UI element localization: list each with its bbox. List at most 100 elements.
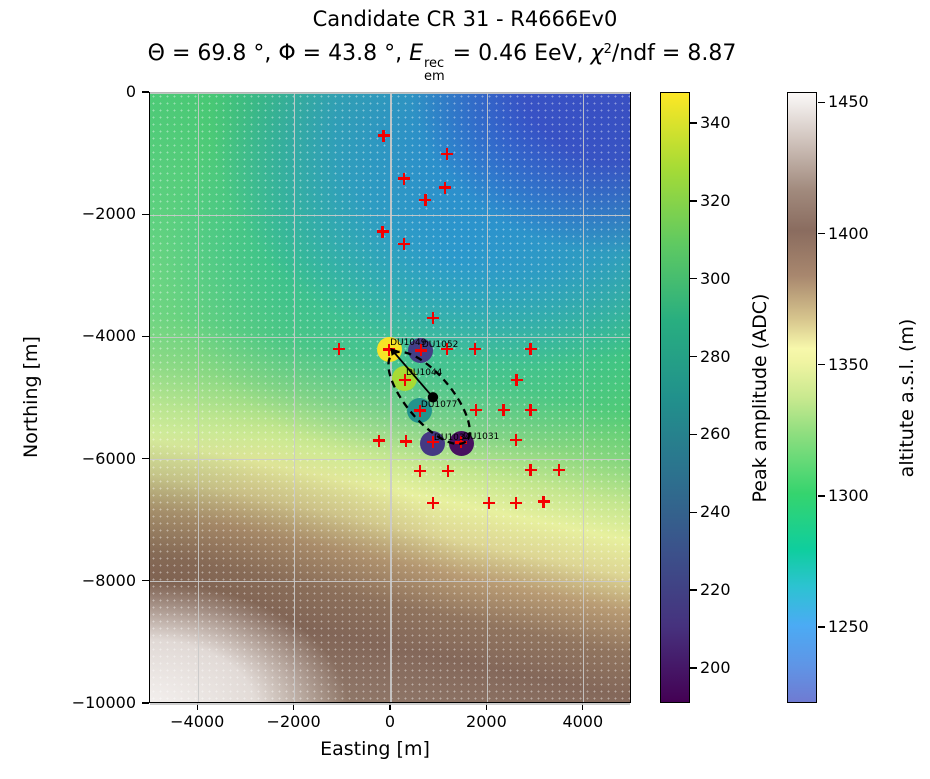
chi-value: /ndf = 8.87 (611, 41, 737, 66)
colorbar-altitude-tick-label: 1250 (828, 616, 869, 636)
gridline-horizontal (150, 703, 630, 705)
shower-axis-arrowhead (390, 347, 399, 357)
station-cross-marker (509, 496, 522, 509)
phi-value: Φ = 43.8 (278, 41, 378, 66)
shower-overlay (387, 347, 471, 446)
theta-degree: °, (246, 41, 279, 66)
du-label: DU1077 (420, 399, 458, 410)
y-tick-mark (142, 335, 149, 338)
station-cross-marker (332, 343, 345, 355)
x-tick-mark (485, 703, 488, 710)
gridline-vertical (390, 93, 392, 702)
y-tick-mark (142, 702, 149, 704)
y-tick-label: 0 (125, 82, 136, 101)
du-label: DU1052 (421, 339, 459, 350)
array-dot-grid (150, 93, 630, 702)
station-cross-marker (426, 496, 439, 509)
colorbar-altitude-tick-mark (818, 232, 825, 235)
x-tick-label: 0 (384, 712, 396, 731)
y-tick-label: −2000 (81, 204, 136, 224)
du-label: DU1049 (390, 338, 427, 348)
colorbar-altitude-label: altitute a.s.l. (m) (896, 318, 918, 478)
station-cross-marker (440, 148, 453, 161)
gridline-horizontal (150, 459, 630, 461)
colorbar-altitude-tick-mark (818, 495, 825, 497)
colorbar-amplitude-tick-mark (690, 589, 697, 591)
energy-superscript: rec (424, 55, 445, 71)
x-tick-label: 4000 (562, 712, 604, 731)
station-cross-marker (419, 193, 432, 206)
station-cross-marker (482, 496, 495, 509)
y-tick-mark (142, 213, 149, 215)
x-axis-label: Easting [m] (320, 738, 430, 760)
gridline-vertical (197, 93, 199, 702)
station-cross-marker (377, 129, 390, 142)
station-cross-marker (553, 463, 566, 476)
plot-title: Candidate CR 31 - R4666Ev0 (312, 7, 618, 31)
colorbar-altitude-tick-label: 1450 (828, 92, 869, 112)
chi-symbol: χ (590, 41, 604, 66)
colorbar-amplitude-tick-mark (690, 355, 697, 358)
x-tick-mark (389, 703, 391, 710)
station-cross-marker (372, 434, 385, 447)
station-cross-marker (398, 237, 410, 250)
colorbar-amplitude-tick-label: 340 (700, 113, 731, 133)
gridline-horizontal (150, 214, 630, 216)
footprint-ellipse (387, 350, 471, 446)
colorbar-amplitude-tick-mark (690, 667, 697, 669)
station-cross-marker (497, 404, 510, 417)
y-tick-label: −6000 (81, 448, 136, 468)
station-cross-marker (454, 436, 467, 449)
colorbar-amplitude-tick-mark (690, 433, 697, 436)
colorbar-amplitude-tick-label: 320 (700, 190, 731, 210)
station-cross-marker (469, 404, 482, 417)
phi-degree: °, (377, 41, 410, 66)
station-cross-marker (413, 404, 426, 417)
station-cross-marker (413, 465, 426, 478)
x-tick-label: −2000 (266, 712, 321, 731)
energy-subscript: em (424, 69, 445, 85)
du-label: DU1044 (405, 367, 443, 378)
gridline-horizontal (150, 92, 630, 94)
station-cross-marker (376, 225, 389, 238)
station-cross-marker (524, 404, 537, 417)
du-label: DU1034 (433, 432, 471, 443)
station-cross-marker (537, 495, 550, 508)
colorbar-amplitude-tick-mark (690, 200, 697, 202)
station-cross-marker (510, 374, 523, 387)
colorbar-amplitude-label: Peak amplitude (ADC) (749, 293, 771, 503)
station-cross-marker (398, 172, 410, 185)
y-axis-label: Northing [m] (20, 336, 42, 458)
y-tick-label: −8000 (81, 570, 136, 590)
station-cross-marker (426, 311, 439, 324)
energy-supsub: rec em (424, 55, 445, 85)
gridline-horizontal (150, 581, 630, 583)
y-tick-label: −10000 (71, 693, 136, 712)
station-cross-marker (414, 344, 427, 357)
colorbar-altitude-tick-mark (818, 101, 825, 104)
gridline-vertical (486, 93, 488, 702)
station-cross-marker (440, 343, 453, 355)
chi-exponent: 2 (603, 41, 612, 57)
station-cross-marker (399, 435, 412, 448)
colorbar-altitude-tick-label: 1350 (828, 354, 869, 374)
colorbar-altitude-tick-mark (818, 364, 825, 366)
x-tick-label: 2000 (466, 712, 507, 731)
y-tick-label: −4000 (81, 326, 136, 346)
station-cross-marker (438, 181, 451, 194)
y-tick-mark (142, 91, 149, 93)
colorbar-amplitude-tick-label: 300 (700, 268, 731, 288)
theta-value: Θ = 69.8 (147, 41, 247, 66)
shower-core-dot (427, 392, 439, 403)
x-tick-label: −4000 (170, 712, 225, 731)
colorbar-peak-amplitude (660, 92, 690, 703)
station-cross-marker (524, 463, 537, 476)
y-tick-mark (142, 580, 149, 582)
x-tick-mark (196, 703, 198, 710)
colorbar-amplitude-tick-label: 200 (700, 657, 731, 677)
colorbar-amplitude-tick-mark (690, 278, 697, 280)
x-tick-mark (292, 703, 295, 710)
station-cross-marker (441, 465, 454, 478)
